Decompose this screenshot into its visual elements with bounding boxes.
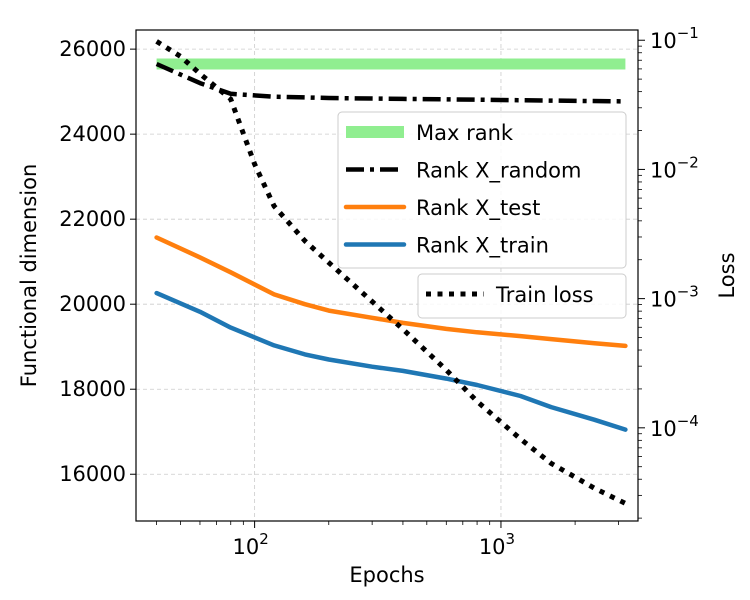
y-axis-label: Functional dimension [17,164,41,387]
legend-label-max-rank: Max rank [416,121,514,145]
y-tick-label: 22000 [59,207,126,231]
legend-label-rank-x-train: Rank X_train [416,234,549,259]
y2-tick-label: 10−4 [650,412,699,441]
x-tick-label: 102 [232,530,268,559]
series-rank-x-random [155,61,626,104]
series-rank-x-test [154,235,628,349]
y2-tick-label: 10−2 [650,153,699,182]
y2-axis-label: Loss [715,252,739,298]
y-tick-label: 26000 [59,37,126,61]
series-layer [154,39,628,506]
legend-layer: Max rank Rank X_random Rank X_test Rank X_t… [337,111,627,319]
ticks-layer: 16000 18000 20000 22000 24000 26000 102 103 10−1… [59,24,699,559]
y-tick-label: 18000 [59,377,126,401]
legend-box [417,273,627,319]
legend-loss: Train loss [417,273,627,319]
y2-tick-label: 10−1 [650,24,699,53]
plot-frame [135,29,639,522]
legend-label-rank-x-test: Rank X_test [416,196,540,221]
y-tick-label: 24000 [59,122,126,146]
x-axis-label: Epochs [349,563,424,587]
y2-tick-label: 10−3 [650,283,699,312]
x-tick-label: 103 [479,530,515,559]
legend-label-rank-x-random: Rank X_random [416,159,581,184]
series-rank-x-train [154,290,628,432]
y-tick-label: 20000 [59,292,126,316]
legend-label-train-loss: Train loss [495,283,594,307]
legend-main: Max rank Rank X_random Rank X_test Rank X_t… [337,111,627,269]
legend-box [337,111,627,269]
y-tick-label: 16000 [59,462,126,486]
